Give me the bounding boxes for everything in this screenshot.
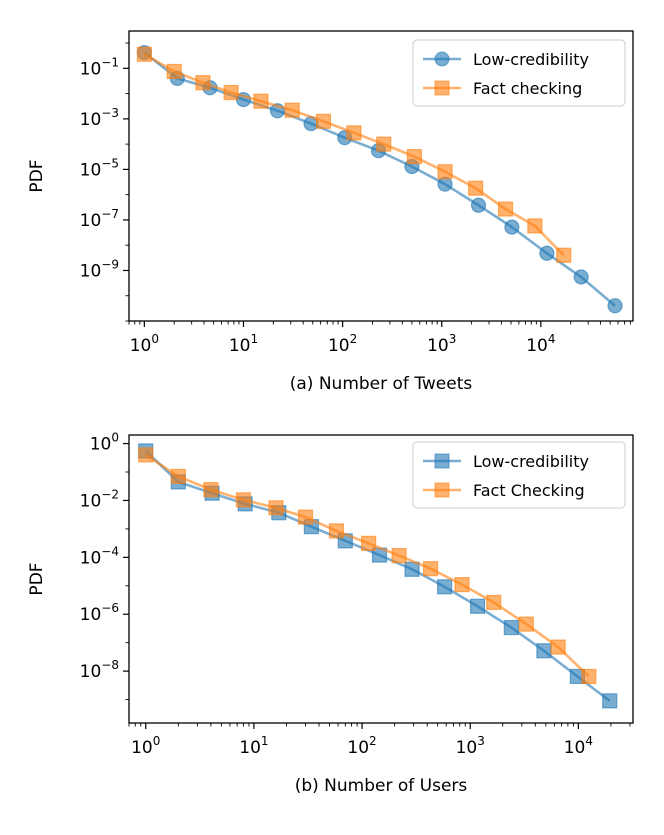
x-tick-label: 100 — [130, 332, 159, 356]
legend-box — [412, 441, 626, 509]
x-axis-label: (b) Number of Users — [295, 776, 468, 796]
x-tick-label: 103 — [427, 332, 456, 356]
legend-marker — [434, 51, 450, 67]
data-point — [518, 616, 534, 632]
legend-label: Fact Checking — [473, 481, 585, 500]
data-point — [170, 468, 186, 485]
y-tick-label: 10−8 — [80, 658, 119, 682]
data-point — [138, 447, 154, 463]
data-point — [437, 579, 453, 595]
y-tick-label: 10−5 — [80, 156, 119, 180]
y-tick-label: 10−4 — [80, 544, 119, 568]
x-tick-label: 102 — [328, 332, 357, 356]
legend-marker — [434, 453, 450, 469]
data-point — [469, 598, 486, 614]
data-point — [581, 668, 597, 685]
data-point — [556, 247, 572, 263]
data-point — [253, 93, 269, 109]
data-point — [346, 125, 362, 141]
data-point — [284, 102, 300, 118]
x-tick-label: 103 — [456, 734, 485, 758]
legend: Low-credibility Fact Checking — [412, 441, 626, 509]
data-point — [195, 75, 211, 91]
legend-label: Fact checking — [473, 79, 582, 98]
data-point — [203, 482, 219, 498]
data-point — [539, 245, 555, 261]
data-point — [470, 197, 487, 213]
chart-1: 100 101 102 103 104 10−1 10−3 10−5 10−7 10−9 (a) N… — [27, 30, 634, 394]
y-axis-label: PDF — [27, 159, 47, 192]
x-tick-label: 102 — [347, 734, 376, 758]
x-tick-label: 104 — [564, 734, 593, 758]
y-tick-label: 100 — [90, 431, 119, 455]
y-tick-label: 10−6 — [80, 601, 119, 625]
data-point — [361, 535, 377, 551]
legend-marker — [434, 482, 450, 498]
data-point — [497, 201, 514, 217]
data-point — [486, 594, 502, 611]
data-point — [235, 492, 252, 508]
legend-label: Low-credibility — [473, 50, 589, 69]
data-point — [406, 149, 423, 165]
data-point — [391, 548, 407, 564]
x-tick-label: 101 — [239, 734, 268, 758]
legend: Low-credibility Fact checking — [412, 39, 626, 107]
series-fact-checking — [136, 46, 572, 263]
data-point — [268, 500, 284, 516]
y-tick-label: 10−3 — [80, 106, 119, 130]
series-fact-checking — [138, 447, 597, 685]
x-tick-label: 104 — [526, 332, 555, 356]
data-point — [454, 577, 470, 593]
data-point — [422, 561, 439, 577]
data-point — [468, 180, 484, 196]
data-point — [602, 693, 618, 709]
y-tick-label: 10−7 — [80, 207, 119, 231]
data-point — [166, 63, 182, 80]
y-tick-label: 10−1 — [80, 55, 119, 79]
data-point — [527, 218, 543, 234]
legend-label: Low-credibility — [473, 452, 589, 471]
plot-frame — [128, 434, 634, 724]
data-point — [297, 509, 314, 525]
x-axis-label: (a) Number of Tweets — [290, 374, 473, 394]
data-point — [607, 298, 623, 314]
data-point — [550, 639, 566, 655]
legend-box — [412, 39, 626, 107]
y-tick-label: 10−2 — [80, 487, 119, 511]
data-point — [536, 643, 552, 659]
plot-frame — [128, 30, 634, 322]
x-tick-label: 101 — [229, 332, 258, 356]
data-point — [573, 269, 589, 285]
data-point — [504, 219, 520, 235]
data-point — [136, 46, 152, 62]
x-tick-label: 100 — [131, 734, 160, 758]
data-point — [376, 136, 392, 152]
y-axis-label: PDF — [27, 562, 47, 595]
data-point — [437, 164, 453, 180]
data-point — [328, 523, 345, 539]
data-point — [223, 84, 239, 101]
y-tick-label: 10−9 — [80, 257, 119, 281]
chart-2: 100 101 102 103 104 100 10−2 10−4 10−6 10−8 (b) Nu… — [27, 431, 634, 796]
data-point — [503, 619, 519, 636]
data-point — [315, 113, 331, 129]
legend-marker — [434, 80, 450, 96]
